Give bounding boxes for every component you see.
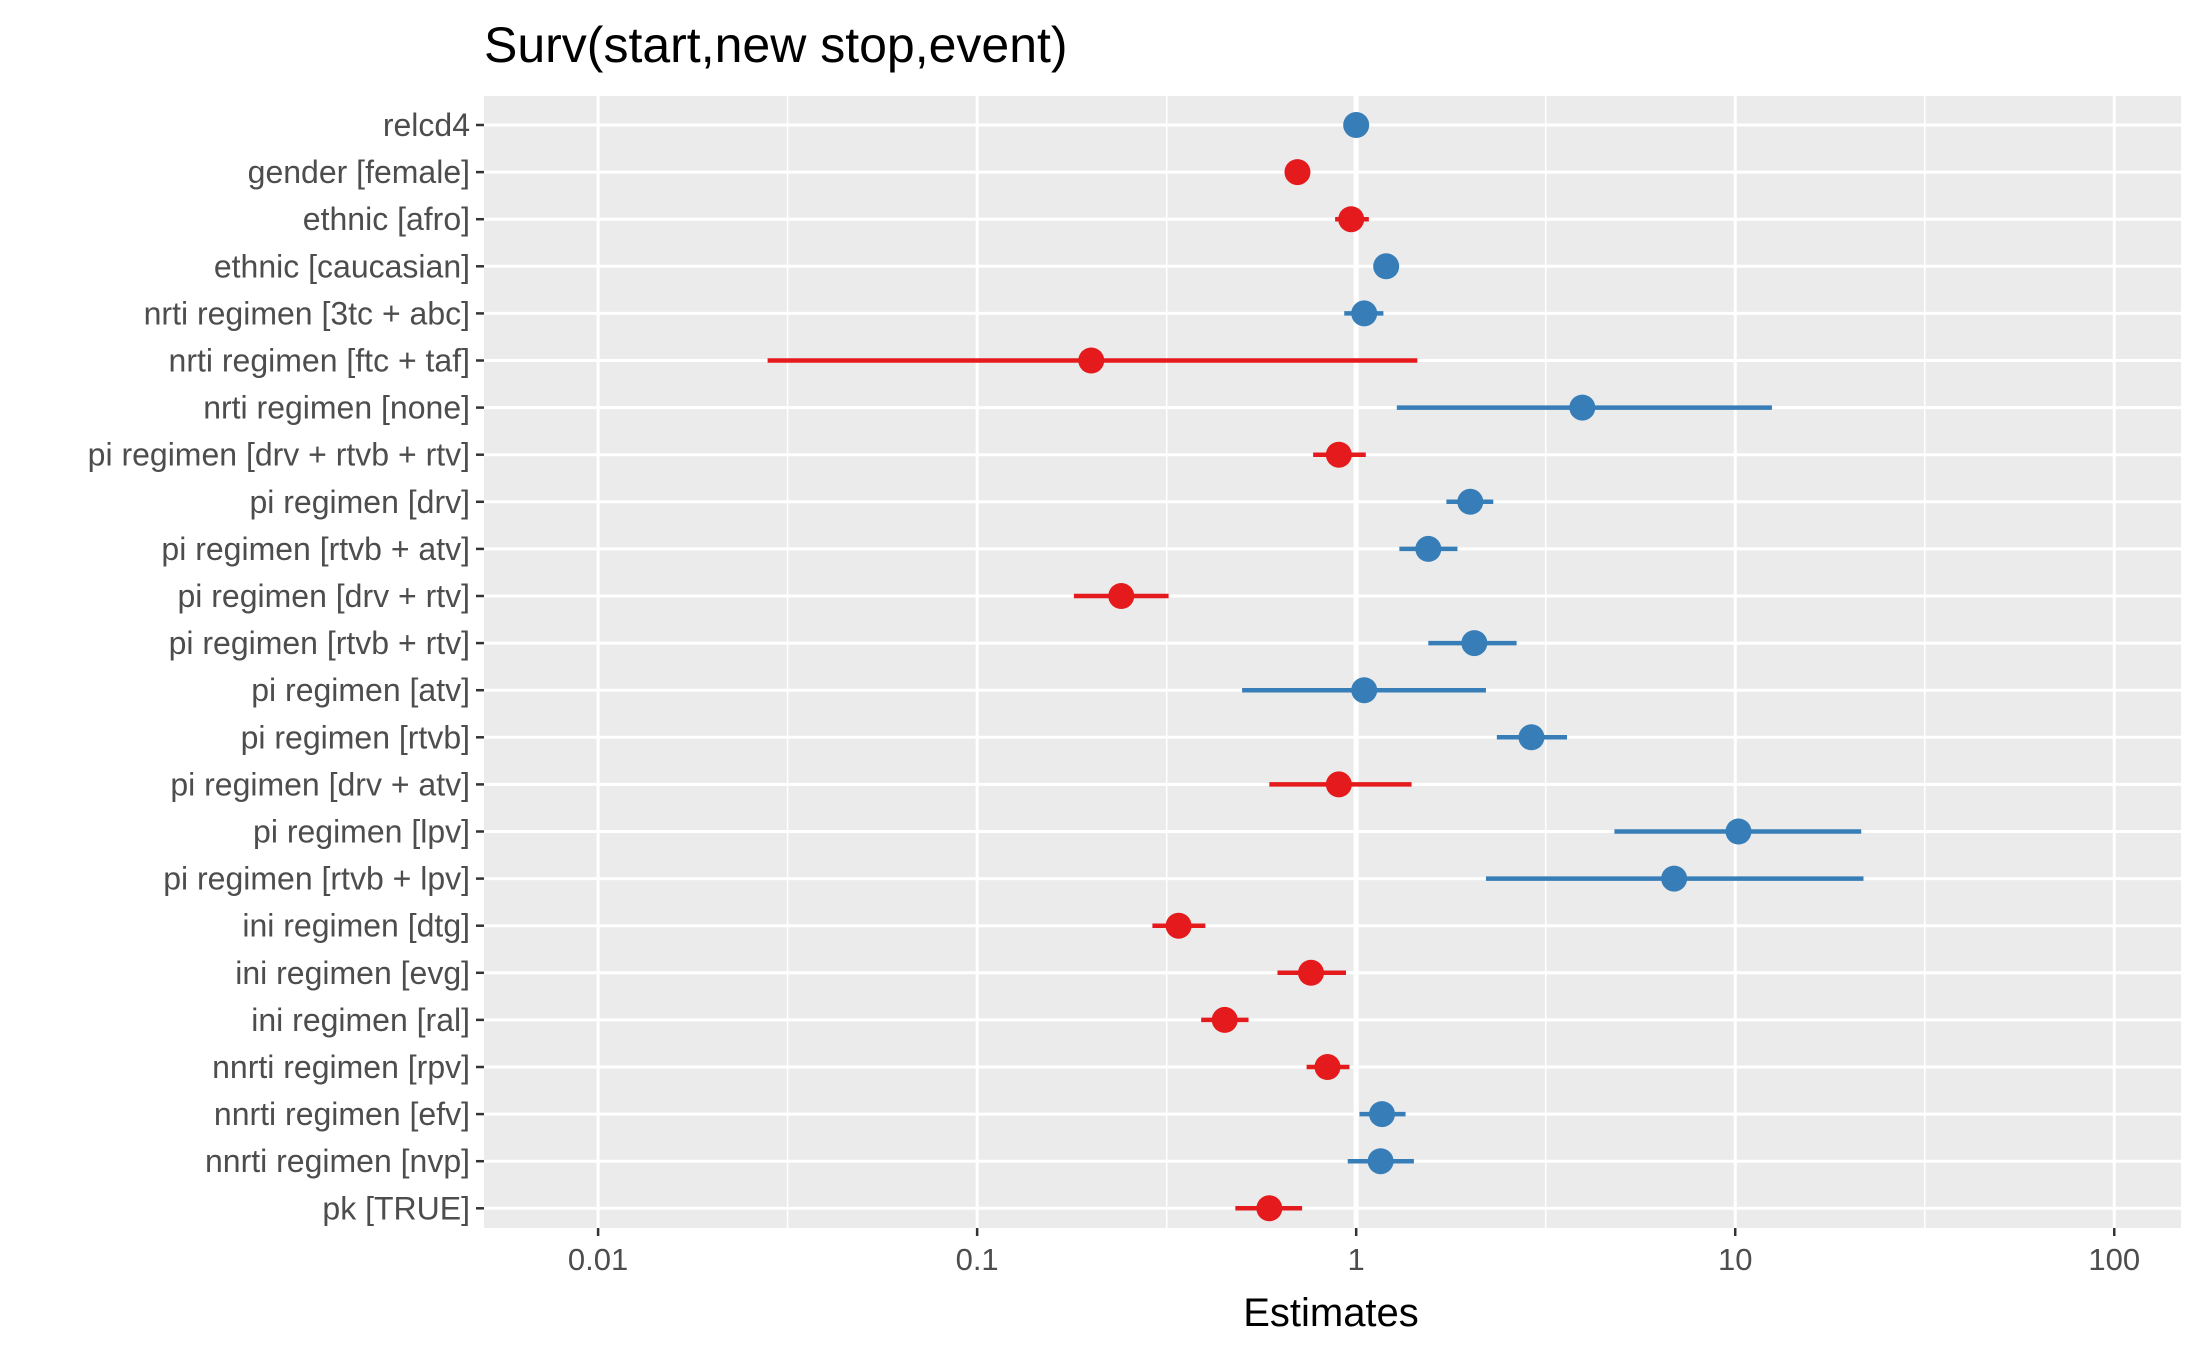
x-tick-label: 10 — [1718, 1242, 1752, 1277]
estimate-point — [1373, 253, 1400, 280]
y-tick-label: pi regimen [drv + rtvb + rtv] — [88, 437, 470, 473]
estimate-point — [1569, 394, 1596, 421]
chart-title: Surv(start,new stop,event) — [484, 17, 1068, 73]
estimate-point — [1165, 912, 1192, 939]
estimate-point — [1457, 488, 1484, 515]
estimate-point — [1343, 112, 1370, 138]
estimate-point — [1108, 583, 1135, 609]
y-tick-label: ethnic [caucasian] — [214, 248, 470, 284]
y-tick-label: nrti regimen [3tc + abc] — [144, 295, 470, 331]
y-axis: relcd4 gender [female] ethnic [afro] ethnic… — [88, 107, 484, 1226]
estimate-point — [1461, 630, 1488, 657]
estimate-point — [1078, 347, 1105, 374]
x-tick-label: 1 — [1348, 1242, 1365, 1277]
estimate-point — [1415, 535, 1442, 562]
y-tick-label: ini regimen [dtg] — [242, 908, 470, 944]
minor-gridlines — [786, 96, 1926, 1228]
estimate-point — [1338, 206, 1365, 233]
estimate-point — [1661, 865, 1688, 892]
y-tick-label: nnrti regimen [rpv] — [212, 1049, 470, 1085]
estimate-point — [1351, 300, 1378, 327]
y-tick-label: ethnic [afro] — [303, 201, 470, 237]
estimate-point — [1369, 1101, 1396, 1128]
y-tick-label: pi regimen [rtvb] — [241, 719, 470, 755]
estimates-layer — [767, 112, 1864, 1222]
estimate-point — [1325, 771, 1352, 798]
y-tick-label: pi regimen [rtvb + rtv] — [169, 625, 470, 661]
y-tick-label: pi regimen [rtvb + lpv] — [163, 861, 470, 897]
x-axis: 0.01 0.1 1 10 100 — [568, 1228, 2140, 1277]
y-tick-label: pi regimen [lpv] — [253, 814, 470, 850]
x-tick-label: 100 — [2088, 1242, 2140, 1277]
x-tick-label: 0.1 — [956, 1242, 999, 1277]
estimate-point — [1314, 1054, 1341, 1080]
estimate-point — [1211, 1006, 1238, 1033]
y-tick-label: pi regimen [atv] — [251, 672, 470, 708]
y-tick-label: ini regimen [evg] — [235, 955, 470, 991]
estimate-point — [1351, 677, 1378, 704]
y-tick-label: pi regimen [drv] — [249, 484, 470, 520]
estimate-point — [1325, 441, 1352, 468]
y-tick-label: nnrti regimen [efv] — [214, 1096, 470, 1132]
x-axis-title: Estimates — [1243, 1291, 1419, 1335]
estimate-point — [1367, 1148, 1394, 1175]
estimate-point — [1518, 724, 1545, 751]
estimate-point — [1298, 959, 1325, 986]
estimate-point — [1284, 159, 1311, 186]
estimate-point — [1725, 818, 1752, 845]
x-tick-label: 0.01 — [568, 1242, 628, 1277]
estimate-point — [1256, 1195, 1283, 1222]
y-tick-label: gender [female] — [248, 154, 470, 190]
y-tick-label: pi regimen [rtvb + atv] — [161, 531, 470, 567]
plot-panel — [484, 96, 2181, 1228]
y-tick-label: pk [TRUE] — [322, 1190, 470, 1226]
y-tick-label: pi regimen [drv + rtv] — [177, 578, 470, 614]
y-tick-label: pi regimen [drv + atv] — [170, 766, 470, 802]
y-tick-label: nnrti regimen [nvp] — [205, 1143, 470, 1179]
y-tick-label: relcd4 — [383, 107, 470, 143]
y-tick-label: nrti regimen [ftc + taf] — [169, 343, 470, 379]
y-tick-label: nrti regimen [none] — [203, 390, 470, 426]
y-tick-label: ini regimen [ral] — [251, 1002, 470, 1038]
